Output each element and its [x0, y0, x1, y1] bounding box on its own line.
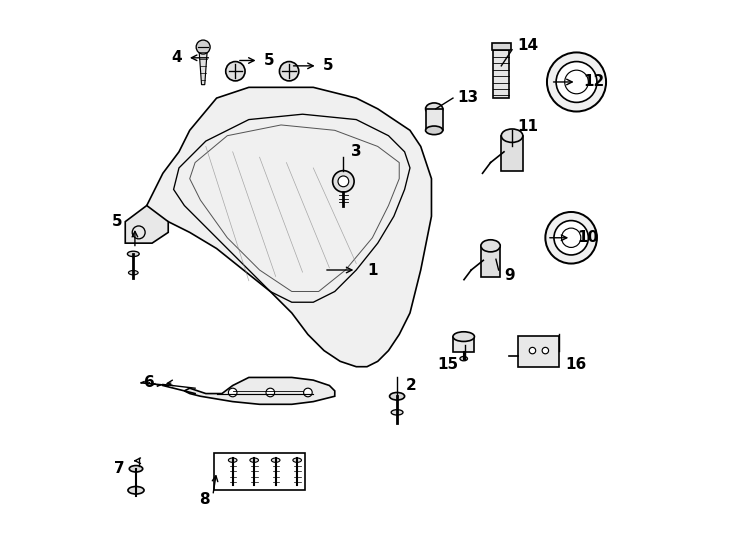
Ellipse shape: [426, 103, 443, 114]
Text: 8: 8: [199, 492, 210, 507]
Circle shape: [333, 171, 354, 192]
Ellipse shape: [250, 458, 258, 462]
Ellipse shape: [272, 458, 280, 462]
Text: 2: 2: [406, 378, 416, 393]
Circle shape: [228, 388, 237, 397]
Circle shape: [338, 176, 349, 187]
Text: 7: 7: [114, 461, 124, 476]
Text: 1: 1: [367, 262, 377, 278]
Text: 3: 3: [351, 144, 362, 159]
Ellipse shape: [529, 347, 536, 354]
Text: 5: 5: [112, 214, 123, 229]
Bar: [493, 50, 509, 98]
Polygon shape: [199, 47, 208, 85]
Text: 15: 15: [437, 356, 458, 372]
Ellipse shape: [228, 458, 237, 462]
Bar: [501, 136, 523, 171]
Text: 6: 6: [144, 375, 155, 390]
Text: 16: 16: [566, 356, 587, 372]
Text: 10: 10: [578, 230, 599, 245]
Bar: [214, 453, 305, 490]
Text: 5: 5: [264, 53, 275, 68]
Ellipse shape: [481, 240, 501, 252]
Polygon shape: [147, 87, 432, 367]
Text: 12: 12: [583, 75, 604, 90]
Text: 5: 5: [323, 58, 333, 73]
Ellipse shape: [460, 356, 468, 361]
Text: 9: 9: [504, 268, 515, 283]
Ellipse shape: [128, 487, 144, 494]
Text: 4: 4: [171, 50, 181, 65]
Ellipse shape: [128, 271, 138, 275]
Bar: [518, 335, 559, 367]
Circle shape: [280, 62, 299, 81]
Circle shape: [226, 62, 245, 81]
Ellipse shape: [128, 251, 139, 256]
Circle shape: [556, 62, 597, 103]
Text: 13: 13: [457, 90, 479, 105]
Ellipse shape: [542, 347, 548, 354]
Circle shape: [196, 40, 210, 54]
Ellipse shape: [129, 465, 142, 472]
Text: 11: 11: [517, 118, 539, 133]
Ellipse shape: [390, 393, 404, 400]
Circle shape: [266, 388, 275, 397]
Circle shape: [304, 388, 312, 397]
Polygon shape: [126, 206, 168, 243]
Text: 14: 14: [517, 38, 539, 53]
Ellipse shape: [426, 126, 443, 134]
Circle shape: [554, 220, 589, 255]
Bar: [481, 246, 501, 277]
Circle shape: [547, 52, 606, 112]
Polygon shape: [184, 377, 335, 404]
Ellipse shape: [501, 129, 523, 143]
Bar: [426, 109, 443, 130]
Ellipse shape: [391, 410, 403, 415]
Bar: [492, 43, 511, 50]
Bar: [453, 336, 474, 352]
Ellipse shape: [293, 458, 302, 462]
Circle shape: [545, 212, 597, 264]
Ellipse shape: [453, 332, 474, 341]
